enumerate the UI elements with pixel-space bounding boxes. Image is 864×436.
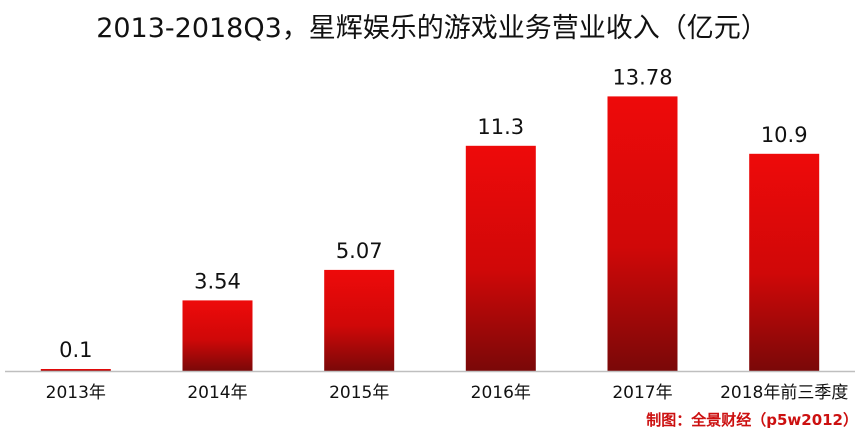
category-label-5: 2018年前三季度: [720, 383, 848, 403]
value-label-2: 5.07: [336, 239, 383, 263]
bar-3: [465, 145, 536, 371]
bar-0: [40, 369, 111, 371]
value-label-4: 13.78: [612, 65, 672, 89]
category-label-1: 2014年: [187, 383, 247, 403]
value-label-3: 11.3: [477, 115, 524, 139]
value-label-0: 0.1: [59, 338, 92, 362]
value-label-1: 3.54: [194, 269, 241, 293]
value-label-5: 10.9: [761, 123, 808, 147]
source-note: 制图：全景财经（p5w2012）: [646, 411, 858, 429]
bars-layer: [40, 96, 820, 372]
bar-5: [749, 153, 820, 371]
category-label-4: 2017年: [612, 383, 672, 403]
category-label-2: 2015年: [329, 383, 389, 403]
bar-4: [607, 96, 678, 372]
bar-2: [324, 269, 395, 371]
bar-1: [182, 300, 253, 371]
category-label-0: 2013年: [46, 383, 106, 403]
chart-title: 2013-2018Q3，星辉娱乐的游戏业务营业收入（亿元）: [96, 13, 768, 44]
category-label-3: 2016年: [471, 383, 531, 403]
labels-layer: 0.1 2013年 3.54 2014年 5.07 2015年 11.3 2016年 13.78…: [46, 65, 849, 403]
